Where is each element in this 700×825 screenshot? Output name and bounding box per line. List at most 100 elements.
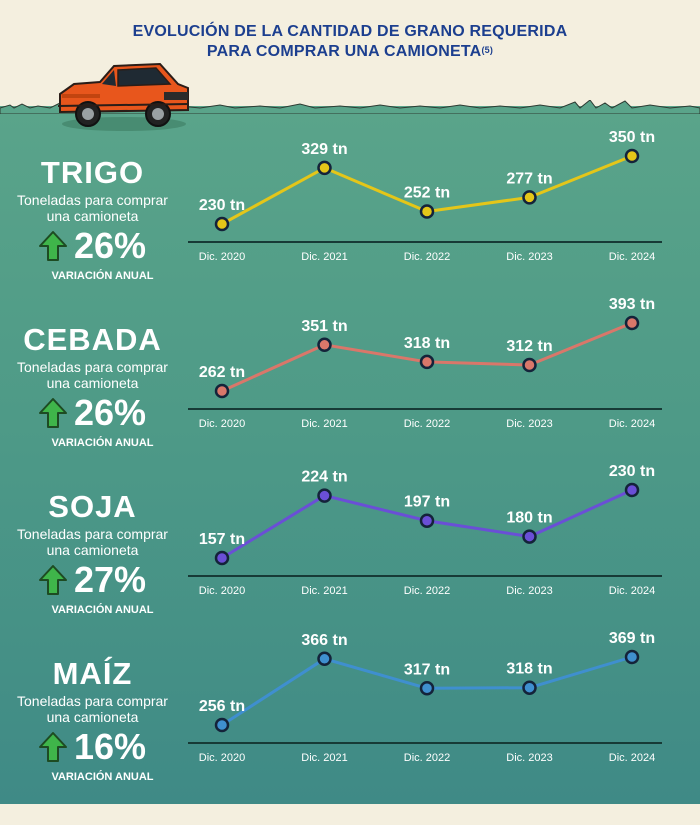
data-label: 329 tn [301,141,347,158]
data-point [214,550,230,566]
x-tick-label: Dic. 2021 [301,418,347,430]
data-label: 366 tn [301,632,347,649]
x-tick-label: Dic. 2023 [506,585,552,597]
data-point [419,681,435,696]
data-label: 351 tn [301,318,347,335]
variation-label: VARIACIÓN ANUAL [51,437,154,449]
x-tick-label: Dic. 2021 [301,752,347,764]
data-label: 277 tn [506,170,552,187]
x-tick-label: Dic. 2023 [506,251,552,263]
x-tick-label: Dic. 2023 [506,752,552,764]
crop-subtitle-line-2: una camioneta [46,208,139,224]
data-label: 180 tn [506,510,552,527]
x-tick-label: Dic. 2024 [609,251,655,263]
pickup-truck-illustration [57,62,189,131]
data-point [317,488,332,503]
data-point [522,680,537,695]
data-point [214,717,230,733]
crop-subtitle-line-1: Toneladas para comprar [17,192,168,208]
crop-subtitle-line-2: una camioneta [46,709,139,725]
x-tick-label: Dic. 2022 [404,585,450,597]
data-point [522,529,537,544]
arrow-up-icon [39,565,67,595]
variation-percentage: 26% [74,392,147,433]
data-label: 224 tn [301,469,347,486]
data-point [624,315,640,331]
data-label: 393 tn [609,296,655,313]
crop-name: MAÍZ [52,656,133,691]
data-label: 369 tn [609,630,655,647]
data-point [419,354,435,370]
variation-label: VARIACIÓN ANUAL [51,771,154,783]
data-label: 312 tn [506,338,552,355]
data-label: 262 tn [199,364,245,381]
page-title: EVOLUCIÓN DE LA CANTIDAD DE GRANO REQUER… [0,22,700,62]
data-label: 318 tn [404,335,450,352]
data-point [522,357,537,373]
chart-maiz: Dic. 2020 Dic. 2021 Dic. 2022 Dic. 2023 Dic.… [188,630,662,764]
title-line-1: EVOLUCIÓN DE LA CANTIDAD DE GRANO REQUER… [132,23,568,40]
chart-trigo: Dic. 2020 Dic. 2021 Dic. 2022 Dic. 2023 Dic.… [188,129,662,263]
x-tick-label: Dic. 2024 [609,585,655,597]
data-label: 197 tn [404,494,450,511]
x-tick-label: Dic. 2020 [199,585,245,597]
x-tick-label: Dic. 2023 [506,418,552,430]
data-point [214,383,230,399]
data-point [317,337,332,353]
variation-label: VARIACIÓN ANUAL [51,604,154,616]
data-label: 252 tn [404,185,450,202]
data-point [317,651,332,667]
data-point [419,204,435,219]
variation-percentage: 27% [74,559,147,600]
crop-subtitle-line-1: Toneladas para comprar [17,693,168,709]
arrow-up-icon [39,231,67,261]
data-label: 256 tn [199,698,245,715]
title-line-2-text: PARA COMPRAR UNA CAMIONETA [206,43,482,60]
title-footnote: (5) [481,45,494,55]
data-label: 230 tn [609,463,655,480]
x-tick-label: Dic. 2020 [199,752,245,764]
data-point [522,190,537,205]
arrow-up-icon [39,732,67,762]
crop-subtitle: Toneladas para comprar una camioneta [0,693,185,725]
panel-maiz: MAÍZ Toneladas para comprar una camionet… [0,630,700,825]
crop-name: TRIGO [40,155,145,190]
x-tick-label: Dic. 2021 [301,251,347,263]
variation-percentage: 26% [74,225,147,266]
x-tick-label: Dic. 2024 [609,418,655,430]
title-line-2: PARA COMPRAR UNA CAMIONETA(5) [0,42,700,62]
x-tick-label: Dic. 2024 [609,752,655,764]
data-label: 230 tn [199,197,245,214]
x-tick-label: Dic. 2022 [404,752,450,764]
crop-subtitle-line-1: Toneladas para comprar [17,359,168,375]
data-label: 317 tn [404,661,450,678]
data-point [624,649,640,665]
crop-subtitle-line-1: Toneladas para comprar [17,526,168,542]
x-tick-label: Dic. 2020 [199,251,245,263]
x-tick-label: Dic. 2022 [404,418,450,430]
crop-subtitle-line-2: una camioneta [46,542,139,558]
data-point [624,482,640,498]
data-label: 157 tn [199,531,245,548]
crop-subtitle: Toneladas para comprar una camioneta [0,526,185,558]
crop-subtitle: Toneladas para comprar una camioneta [0,359,185,391]
panel-soja: SOJA Toneladas para comprar una camionet… [0,463,700,658]
variation-label: VARIACIÓN ANUAL [51,270,154,282]
chart-cebada: Dic. 2020 Dic. 2021 Dic. 2022 Dic. 2023 Dic.… [188,296,662,430]
panel-trigo: TRIGO Toneladas para comprar una camione… [0,129,700,324]
arrow-up-icon [39,398,67,428]
data-point [624,148,640,164]
data-label: 318 tn [506,661,552,678]
panel-cebada: CEBADA Toneladas para comprar una camion… [0,296,700,491]
x-tick-label: Dic. 2020 [199,418,245,430]
crop-subtitle: Toneladas para comprar una camioneta [0,192,185,224]
crop-name: CEBADA [23,322,162,357]
data-point [214,216,230,232]
grass-field-background [0,106,700,804]
x-tick-label: Dic. 2021 [301,585,347,597]
variation-percentage: 16% [74,726,147,767]
crop-name: SOJA [48,489,137,524]
x-tick-label: Dic. 2022 [404,251,450,263]
data-label: 350 tn [609,129,655,146]
chart-soja: Dic. 2020 Dic. 2021 Dic. 2022 Dic. 2023 Dic.… [188,463,662,597]
